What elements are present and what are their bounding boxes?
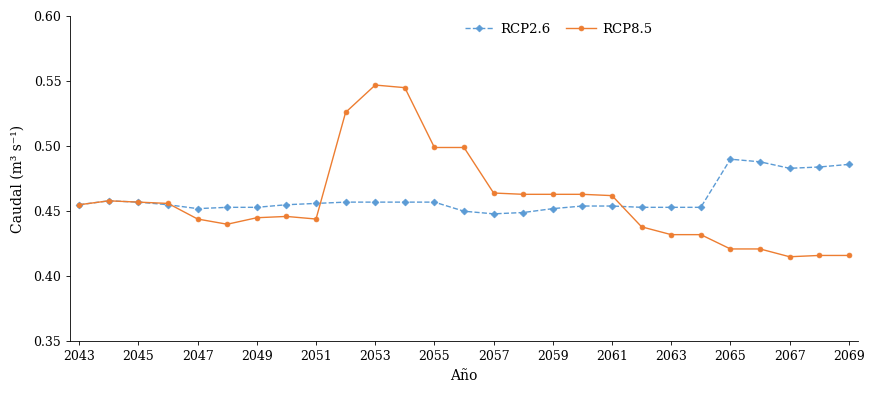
RCP2.6 [488,212,499,216]
RCP2.6 [133,200,144,204]
RCP2.6 [400,200,410,204]
RCP8.5 [459,145,469,150]
RCP2.6 [844,162,854,167]
RCP8.5 [637,225,647,229]
X-axis label: Año: Año [450,369,478,383]
RCP8.5 [577,192,588,197]
RCP2.6 [252,205,262,210]
RCP8.5 [400,85,410,90]
RCP2.6 [370,200,381,204]
RCP2.6 [784,166,795,171]
RCP8.5 [133,200,144,204]
RCP8.5 [784,255,795,259]
RCP2.6 [518,210,529,215]
RCP2.6 [666,205,676,210]
Line: RCP2.6: RCP2.6 [77,157,852,216]
RCP2.6 [310,201,321,206]
RCP8.5 [666,232,676,237]
RCP2.6 [103,199,114,203]
RCP8.5 [814,253,824,258]
RCP2.6 [74,203,84,207]
RCP8.5 [488,191,499,195]
RCP8.5 [310,217,321,221]
RCP2.6 [222,205,232,210]
RCP8.5 [252,216,262,220]
RCP2.6 [547,206,558,211]
RCP2.6 [340,200,351,204]
Legend: RCP2.6, RCP8.5: RCP2.6, RCP8.5 [465,23,652,36]
RCP8.5 [547,192,558,197]
RCP8.5 [695,232,706,237]
RCP8.5 [518,192,529,197]
RCP8.5 [74,203,84,207]
RCP2.6 [725,157,736,162]
RCP2.6 [607,204,617,208]
RCP8.5 [607,193,617,198]
RCP2.6 [282,203,292,207]
RCP2.6 [192,206,203,211]
RCP8.5 [755,247,766,251]
RCP8.5 [163,201,174,206]
RCP2.6 [637,205,647,210]
RCP8.5 [282,214,292,219]
RCP8.5 [429,145,439,150]
RCP2.6 [695,205,706,210]
RCP8.5 [844,253,854,258]
RCP8.5 [103,199,114,203]
RCP8.5 [340,110,351,115]
RCP2.6 [814,165,824,169]
RCP8.5 [222,222,232,227]
RCP2.6 [459,209,469,214]
RCP2.6 [577,204,588,208]
RCP8.5 [370,83,381,87]
RCP2.6 [429,200,439,204]
RCP2.6 [755,160,766,164]
RCP8.5 [192,217,203,221]
RCP8.5 [725,247,736,251]
RCP2.6 [163,203,174,207]
Line: RCP8.5: RCP8.5 [77,83,852,259]
Y-axis label: Caudal (m³ s⁻¹): Caudal (m³ s⁻¹) [11,125,25,233]
